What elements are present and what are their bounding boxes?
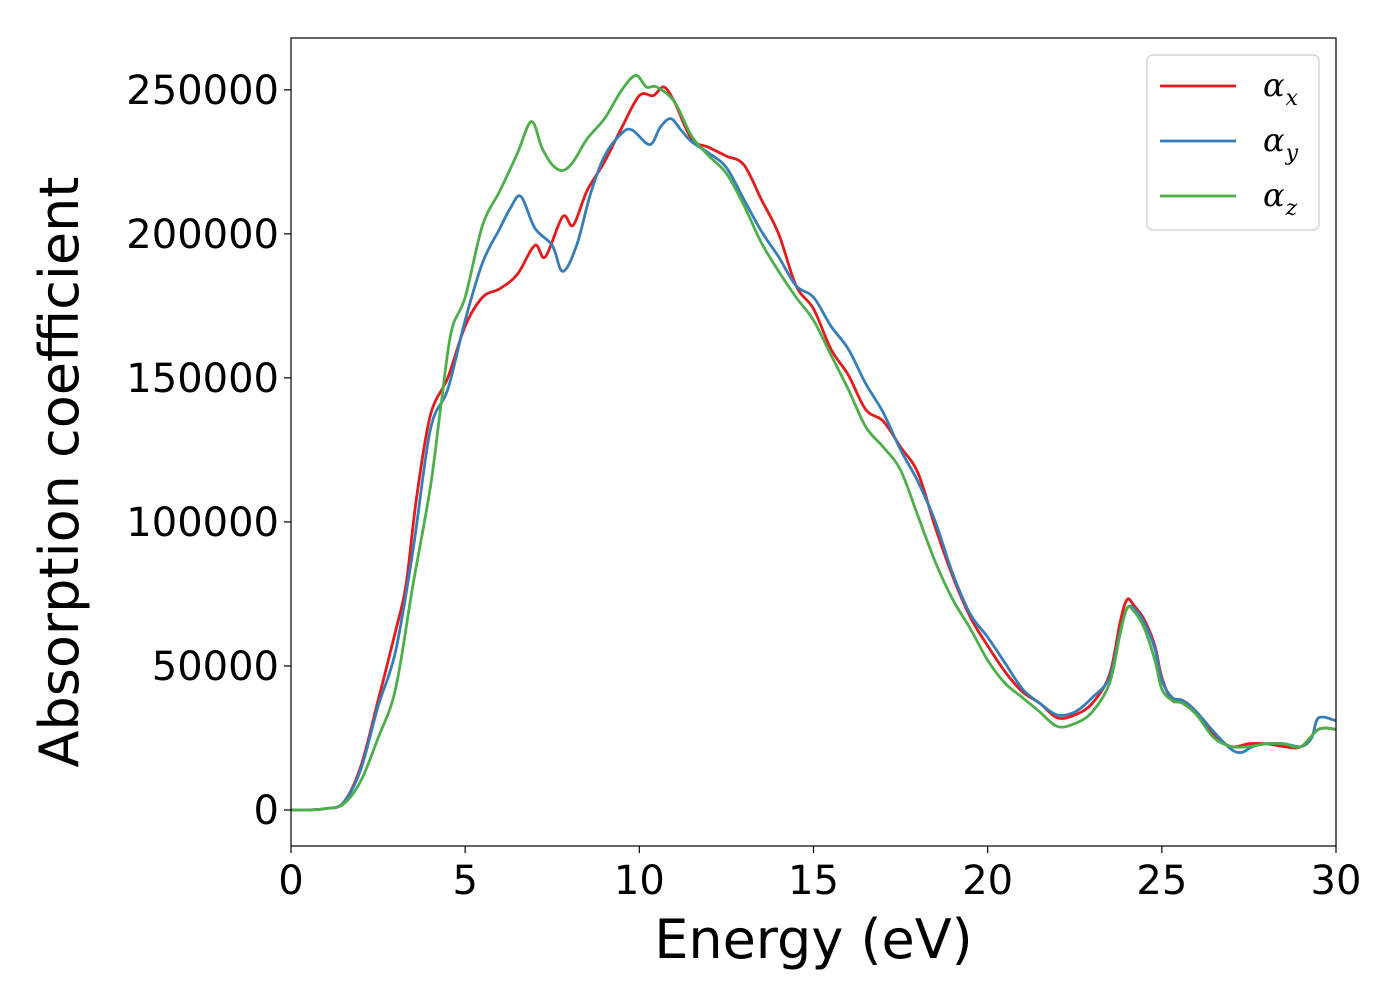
x-tick-label: 0: [278, 858, 303, 904]
y-tick-label: 150000: [126, 356, 279, 402]
series-line-y: [291, 117, 1336, 812]
legend-label-main: α: [1263, 121, 1285, 159]
x-axis-ticks: 0 5 10 15 20 25 30: [278, 846, 1361, 904]
series-layer: [291, 74, 1336, 812]
y-tick-label: 0: [254, 788, 279, 834]
x-axis-label: Energy (eV): [654, 908, 973, 971]
y-tick-label: 250000: [126, 68, 279, 114]
x-tick-label: 30: [1311, 858, 1362, 904]
legend-label-main: α: [1263, 176, 1285, 214]
legend-label-y: αy: [1263, 121, 1299, 166]
x-tick-label: 10: [614, 858, 665, 904]
legend-box: [1146, 54, 1320, 231]
series-line-z: [291, 74, 1336, 812]
y-tick-label: 200000: [126, 212, 279, 258]
x-tick-label: 15: [788, 858, 839, 904]
legend-label-sub: x: [1286, 86, 1299, 111]
legend-label-z: αz: [1263, 176, 1298, 221]
y-axis-ticks: 0 50000 100000 150000 200000 250000: [126, 68, 291, 834]
x-tick-label: 20: [962, 858, 1013, 904]
x-tick-label: 5: [452, 858, 477, 904]
legend-label-sub: z: [1285, 196, 1298, 221]
x-tick-label: 25: [1136, 858, 1187, 904]
legend-label-x: αx: [1263, 66, 1299, 111]
y-tick-label: 50000: [152, 644, 279, 690]
y-tick-label: 100000: [126, 500, 279, 546]
y-axis-label: Absorption coefficient: [28, 177, 91, 768]
legend-label-main: α: [1263, 66, 1285, 104]
legend-label-sub: y: [1285, 141, 1299, 166]
